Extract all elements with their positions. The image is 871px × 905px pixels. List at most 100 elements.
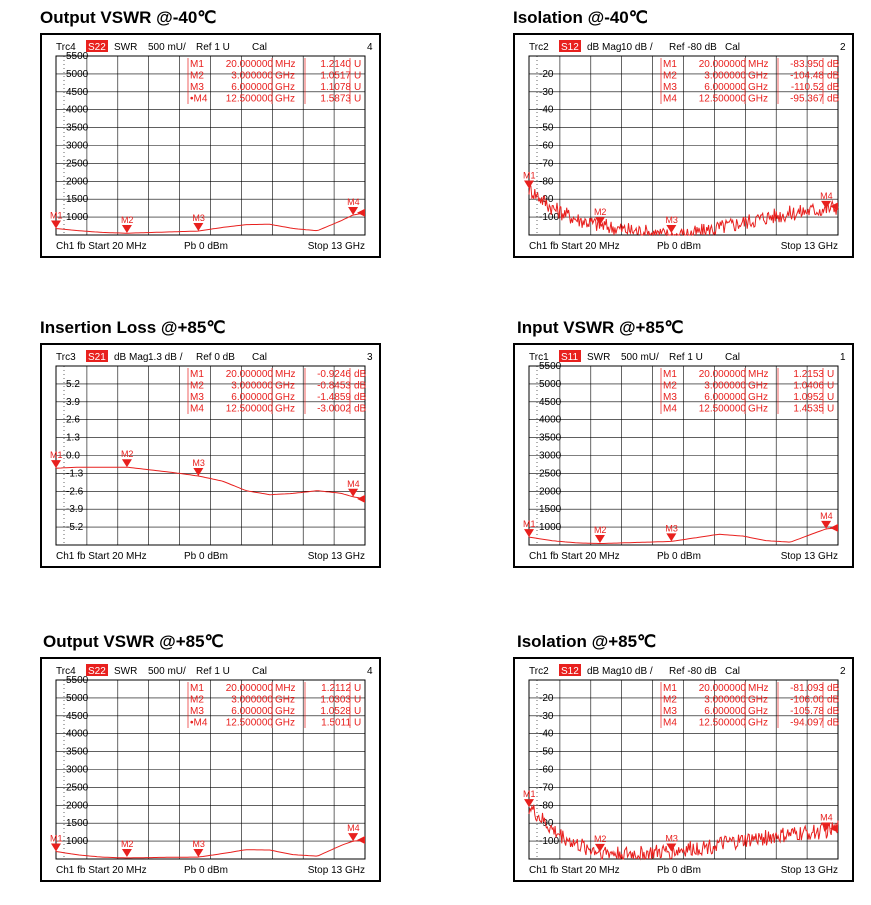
marker-table-vunit: U [354, 59, 361, 70]
trace-label: Trc1 [529, 352, 549, 363]
marker-triangle [348, 833, 359, 842]
marker-table-unit: GHz [275, 706, 295, 717]
y-tick-label: 1500 [539, 504, 562, 515]
y-tick-label: 5.2 [66, 379, 80, 390]
chart-svg: Trc4 S22 SWR 500 mU/Ref 1 U Cal 4 5500 5000 4500… [50, 40, 373, 252]
marker-table-vunit: U [354, 706, 361, 717]
format-label: dB Mag [587, 42, 621, 53]
y-tick-label: -70 [539, 158, 554, 169]
param-badge [86, 664, 108, 676]
marker-table-id: M4 [663, 718, 677, 729]
y-tick-label: 5000 [539, 379, 562, 390]
ref-label: Ref 1 U [196, 666, 230, 677]
marker-table-value: -94.097 [790, 718, 824, 729]
marker-triangle [666, 843, 677, 852]
marker-table-unit: GHz [748, 71, 768, 82]
footer-stop: Stop 13 GHz [781, 551, 838, 562]
y-tick-label: -1.3 [66, 468, 84, 479]
channel-number: 4 [367, 42, 373, 53]
marker-table-id: M3 [663, 82, 677, 93]
marker-triangle [51, 460, 61, 469]
marker-table-unit: GHz [275, 404, 295, 415]
marker-triangle [594, 217, 605, 226]
marker-triangle [666, 225, 677, 233]
y-tick-label: 3000 [66, 141, 89, 152]
marker-table-id: •M4 [190, 94, 208, 105]
cal-label: Cal [725, 666, 740, 677]
channel-number: 3 [367, 352, 373, 363]
y-tick-label: 5500 [66, 51, 89, 62]
marker-table-vunit: dB [354, 392, 367, 403]
marker-label: M1 [50, 833, 63, 843]
marker-table-freq: 6.000000 [704, 392, 746, 403]
param-badge [559, 664, 581, 676]
ref-label: Ref -80 dB [669, 666, 717, 677]
trace-label: Trc2 [529, 42, 549, 53]
panel-title: Output VSWR @-40℃ [40, 8, 217, 27]
marker-table-id: M2 [663, 381, 677, 392]
marker-table-unit: MHz [275, 683, 296, 694]
marker-triangle [594, 535, 605, 543]
marker-table-value: 1.2153 [793, 369, 824, 380]
marker-table-vunit: dB [354, 369, 367, 380]
marker-table-id: M3 [190, 392, 204, 403]
marker-table-id: M4 [190, 404, 204, 415]
y-tick-label: 2.6 [66, 415, 80, 426]
y-tick-label: 1000 [66, 836, 89, 847]
marker-table-id: M1 [190, 683, 204, 694]
y-tick-label: -2.6 [66, 486, 84, 497]
footer-power: Pb 0 dBm [657, 241, 701, 252]
marker-table-value: 1.0517 [320, 71, 351, 82]
y-tick-label: 4000 [539, 415, 562, 426]
format-label: dB Mag [114, 352, 148, 363]
footer-stop: Stop 13 GHz [781, 865, 838, 876]
y-tick-label: -30 [539, 711, 554, 722]
y-tick-label: 2000 [66, 176, 89, 187]
scale-label: 10 dB / [621, 666, 653, 677]
trace-line [55, 466, 366, 500]
y-tick-label: -30 [539, 87, 554, 98]
y-tick-label: 2000 [66, 800, 89, 811]
y-tick-label: -20 [539, 693, 554, 704]
panel-title: Input VSWR @+85℃ [517, 318, 684, 337]
marker-table-id: M4 [663, 404, 677, 415]
y-tick-label: -60 [539, 765, 554, 776]
marker-table-value: 1.5873 [320, 94, 351, 105]
marker-label: M2 [594, 207, 607, 217]
y-tick-label: 5000 [66, 69, 89, 80]
marker-table-freq: 3.000000 [231, 71, 273, 82]
marker-table-unit: MHz [275, 59, 296, 70]
marker-label: M1 [50, 450, 63, 460]
cal-label: Cal [725, 352, 740, 363]
marker-label: M1 [523, 170, 536, 180]
marker-label: M2 [121, 449, 134, 459]
marker-table-freq: 20.000000 [699, 683, 747, 694]
marker-label: M4 [347, 197, 360, 207]
footer-start: Ch1 fb Start 20 MHz [56, 551, 147, 562]
marker-table-value: -3.0002 [317, 404, 351, 415]
chart-svg: Trc4 S22 SWR 500 mU/Ref 1 U Cal 4 5500 5000 4500… [50, 664, 373, 876]
marker-triangle [524, 529, 534, 538]
marker-table-vunit: U [354, 94, 361, 105]
reference-arrow [357, 494, 365, 503]
chart-svg: Trc2 S12 dB Mag 10 dB / Ref -80 dB Cal 2 -20 -30… [523, 40, 846, 252]
marker-table-value: -104.48 [790, 71, 824, 82]
scale-label: 10 dB / [621, 42, 653, 53]
marker-table-value: -110.52 [791, 82, 825, 93]
marker-table-value: 1.0952 [793, 392, 824, 403]
marker-table-freq: 3.000000 [231, 381, 273, 392]
y-tick-label: 2500 [66, 782, 89, 793]
y-tick-label: 1500 [66, 194, 89, 205]
marker-table-id: M1 [663, 369, 677, 380]
marker-table-vunit: U [354, 695, 361, 706]
marker-triangle [524, 799, 534, 808]
scale-label: 1.3 dB / [148, 352, 183, 363]
marker-table-value: -95.367 [790, 94, 824, 105]
marker-table-freq: 3.000000 [704, 381, 746, 392]
format-label: SWR [114, 42, 137, 53]
ref-label: Ref 1 U [196, 42, 230, 53]
y-tick-label: -80 [539, 176, 554, 187]
marker-table-vunit: dB [354, 404, 367, 415]
y-tick-label: 1.3 [66, 433, 80, 444]
y-tick-label: 3.9 [66, 397, 80, 408]
